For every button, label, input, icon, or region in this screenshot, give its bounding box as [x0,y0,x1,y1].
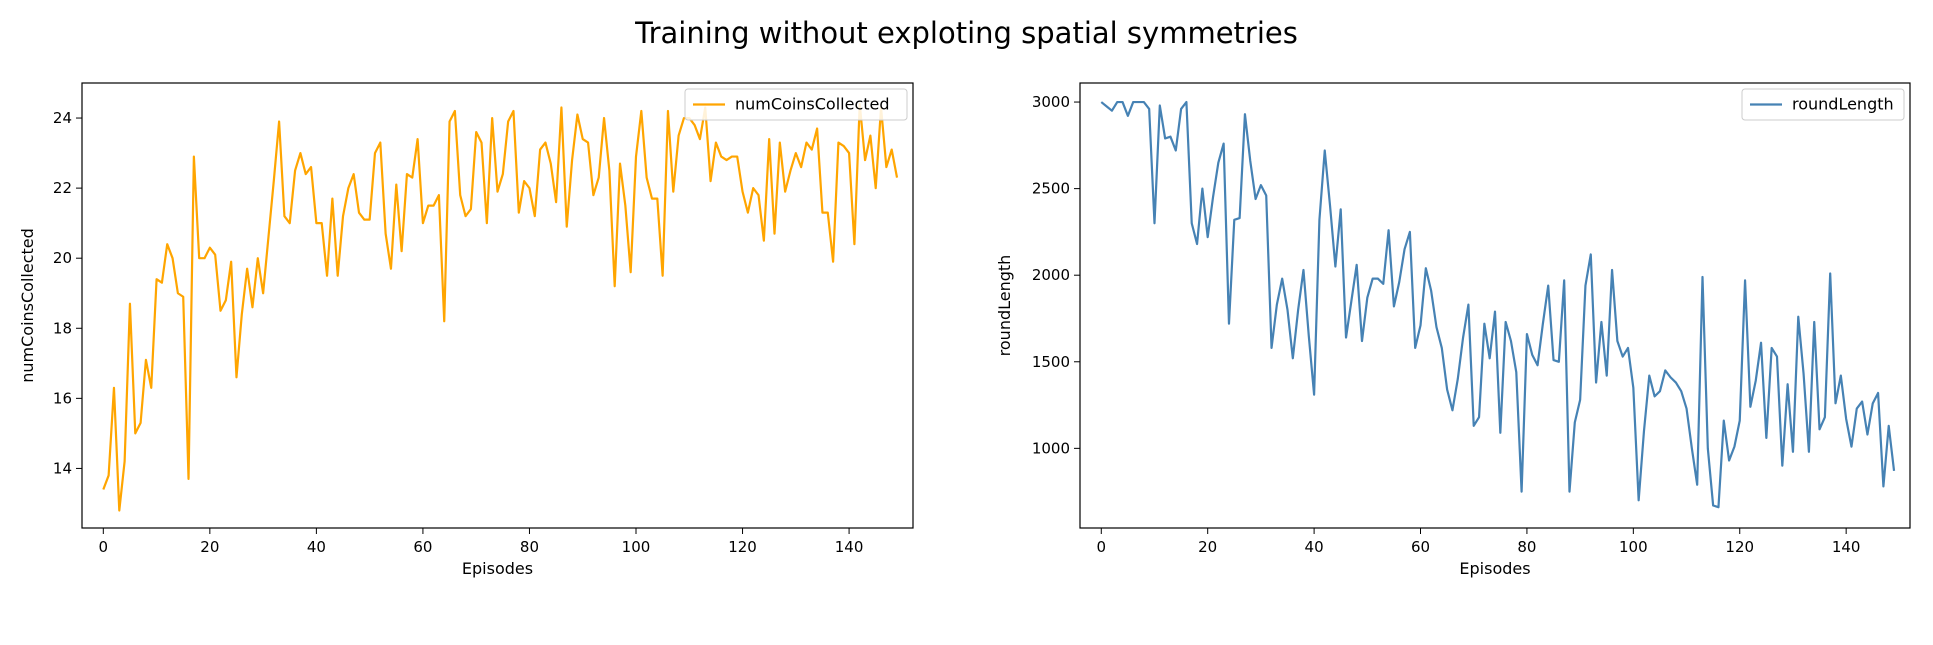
plot-frame [81,82,914,529]
x-tick-label: 80 [520,538,539,556]
y-tick-label: 14 [53,459,72,477]
x-tick-label: 0 [99,538,109,556]
x-axis-label: Episodes [1459,559,1530,578]
y-tick-label: 24 [53,109,72,127]
legend-label: numCoinsCollected [735,95,890,114]
y-axis-label: numCoinsCollected [18,228,37,383]
y-tick-label: 18 [53,319,72,337]
series-line-roundLength [1100,100,1896,509]
y-tick-label: 2500 [1032,180,1070,198]
x-axis-label: Episodes [462,559,533,578]
y-tick-label: 22 [53,179,72,197]
y-axis-label: roundLength [995,255,1014,357]
x-tick-label: 140 [835,538,864,556]
y-tick-label: 1500 [1032,353,1070,371]
x-tick-label: 0 [1097,538,1107,556]
x-tick-label: 140 [1832,538,1861,556]
legend: roundLength [1741,88,1905,121]
x-tick-label: 60 [413,538,432,556]
y-tick-label: 2000 [1032,266,1070,284]
y-tick-label: 1000 [1032,439,1070,457]
y-tick-label: 20 [53,249,72,267]
x-tick-label: 60 [1411,538,1430,556]
x-tick-label: 40 [307,538,326,556]
x-tick-label: 120 [1725,538,1754,556]
legend-box [1741,88,1905,121]
y-tick-label: 3000 [1032,93,1070,111]
x-tick-label: 40 [1305,538,1324,556]
y-tick-label: 16 [53,389,72,407]
legend: numCoinsCollected [684,88,908,121]
figure-title: Training without exploting spatial symme… [635,16,1298,50]
x-tick-label: 100 [1619,538,1648,556]
x-tick-label: 80 [1517,538,1536,556]
x-tick-label: 100 [622,538,651,556]
x-tick-label: 20 [1198,538,1217,556]
plot-frame [1079,82,1911,529]
chart-numcoins: 0 20 40 60 80 100 120 140 14 16 18 20 22 24 Episodes nu… [18,82,914,578]
x-tick-label: 20 [200,538,219,556]
series-line-numCoinsCollected [102,102,899,512]
legend-box [684,88,908,121]
legend-label: roundLength [1792,95,1894,114]
x-tick-label: 120 [728,538,757,556]
